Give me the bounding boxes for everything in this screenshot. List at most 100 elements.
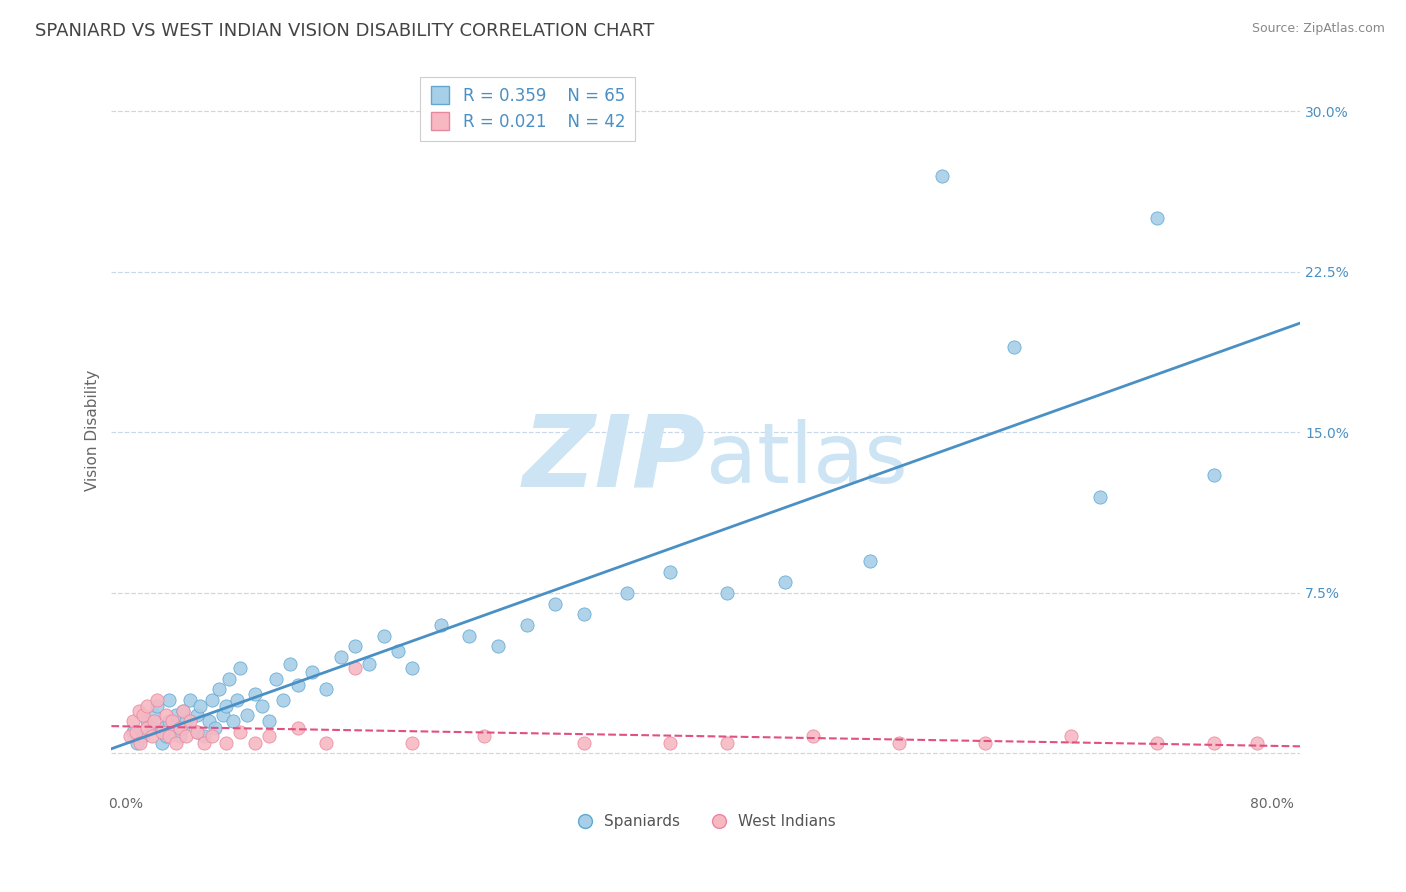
- Text: Source: ZipAtlas.com: Source: ZipAtlas.com: [1251, 22, 1385, 36]
- Point: [222, 714, 245, 729]
- Point: [169, 721, 191, 735]
- Point: [172, 704, 194, 718]
- Point: [658, 565, 681, 579]
- Point: [544, 597, 567, 611]
- Point: [315, 736, 337, 750]
- Point: [118, 729, 141, 743]
- Point: [157, 729, 180, 743]
- Point: [1246, 736, 1268, 750]
- Point: [193, 729, 215, 743]
- Point: [859, 554, 882, 568]
- Point: [150, 721, 173, 735]
- Point: [458, 629, 481, 643]
- Point: [155, 729, 177, 743]
- Point: [329, 650, 352, 665]
- Point: [128, 704, 150, 718]
- Point: [773, 575, 796, 590]
- Point: [198, 714, 221, 729]
- Point: [516, 618, 538, 632]
- Point: [150, 736, 173, 750]
- Point: [472, 729, 495, 743]
- Point: [572, 736, 595, 750]
- Point: [264, 672, 287, 686]
- Point: [716, 586, 738, 600]
- Point: [931, 169, 953, 183]
- Point: [887, 736, 910, 750]
- Point: [215, 736, 238, 750]
- Point: [658, 736, 681, 750]
- Point: [186, 725, 208, 739]
- Point: [1088, 490, 1111, 504]
- Text: atlas: atlas: [706, 418, 907, 500]
- Point: [215, 699, 238, 714]
- Point: [201, 693, 224, 707]
- Point: [1204, 736, 1226, 750]
- Point: [132, 707, 155, 722]
- Point: [243, 686, 266, 700]
- Point: [141, 721, 163, 735]
- Point: [315, 682, 337, 697]
- Point: [186, 725, 208, 739]
- Point: [204, 721, 226, 735]
- Text: ZIP: ZIP: [523, 410, 706, 508]
- Point: [179, 714, 201, 729]
- Point: [160, 714, 183, 729]
- Point: [201, 729, 224, 743]
- Point: [143, 714, 166, 729]
- Point: [122, 714, 145, 729]
- Point: [165, 707, 187, 722]
- Point: [125, 725, 148, 739]
- Legend: Spaniards, West Indians: Spaniards, West Indians: [569, 808, 842, 835]
- Point: [801, 729, 824, 743]
- Point: [193, 736, 215, 750]
- Point: [141, 729, 163, 743]
- Point: [373, 629, 395, 643]
- Point: [287, 678, 309, 692]
- Point: [243, 736, 266, 750]
- Point: [212, 707, 235, 722]
- Point: [359, 657, 381, 671]
- Point: [160, 725, 183, 739]
- Point: [486, 640, 509, 654]
- Point: [974, 736, 997, 750]
- Point: [146, 693, 169, 707]
- Point: [250, 699, 273, 714]
- Point: [343, 640, 366, 654]
- Point: [401, 736, 423, 750]
- Point: [208, 682, 231, 697]
- Point: [174, 729, 197, 743]
- Point: [146, 699, 169, 714]
- Point: [172, 704, 194, 718]
- Point: [430, 618, 453, 632]
- Point: [150, 725, 173, 739]
- Point: [287, 721, 309, 735]
- Point: [257, 729, 280, 743]
- Point: [136, 699, 159, 714]
- Point: [165, 736, 187, 750]
- Point: [143, 707, 166, 722]
- Point: [132, 729, 155, 743]
- Point: [1204, 468, 1226, 483]
- Point: [572, 607, 595, 622]
- Point: [136, 714, 159, 729]
- Point: [280, 657, 302, 671]
- Point: [716, 736, 738, 750]
- Point: [1002, 340, 1025, 354]
- Point: [236, 707, 259, 722]
- Point: [343, 661, 366, 675]
- Point: [401, 661, 423, 675]
- Point: [218, 672, 240, 686]
- Y-axis label: Vision Disability: Vision Disability: [86, 369, 100, 491]
- Point: [157, 693, 180, 707]
- Point: [271, 693, 294, 707]
- Point: [174, 714, 197, 729]
- Point: [172, 721, 194, 735]
- Point: [157, 714, 180, 729]
- Point: [229, 661, 252, 675]
- Point: [136, 721, 159, 735]
- Point: [1146, 211, 1168, 226]
- Point: [257, 714, 280, 729]
- Point: [127, 736, 149, 750]
- Point: [226, 693, 249, 707]
- Point: [179, 693, 201, 707]
